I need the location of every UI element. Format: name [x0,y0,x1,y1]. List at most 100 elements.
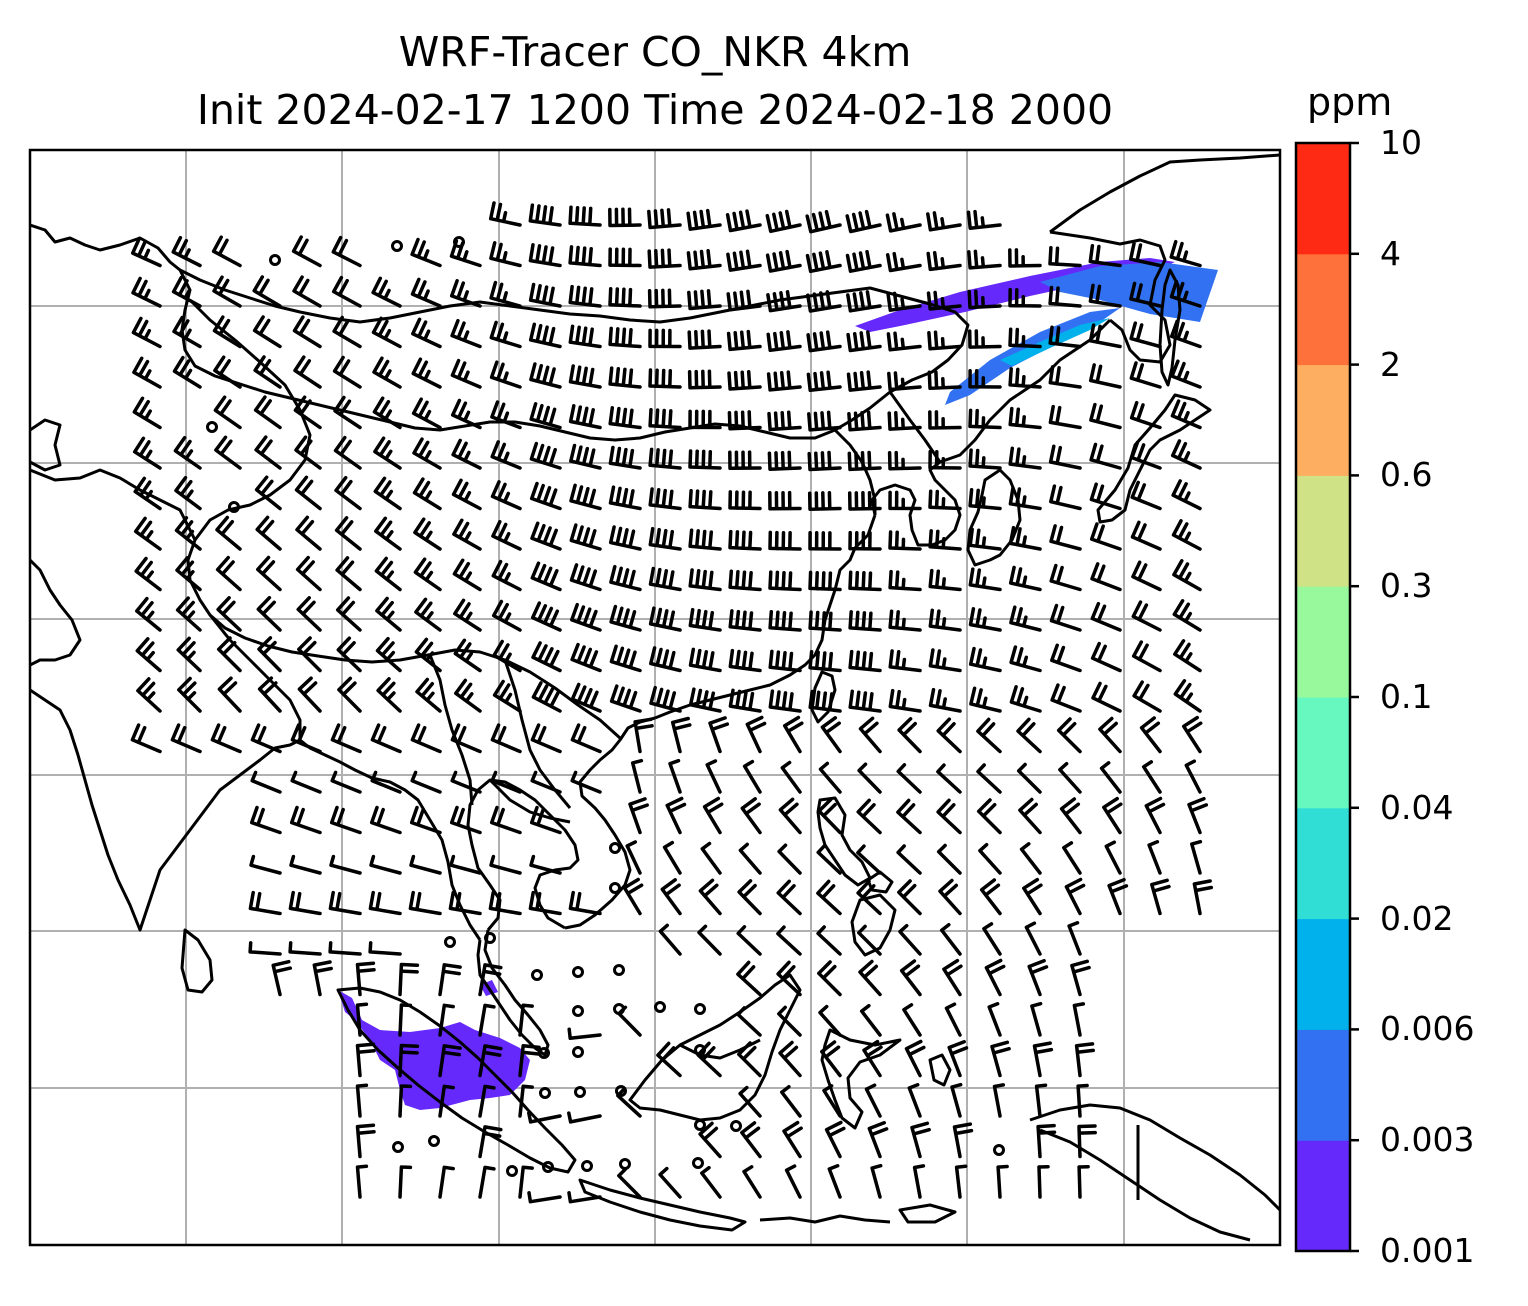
wind-barb [928,608,962,632]
wind-barb [1090,601,1122,632]
wind-barb [409,805,442,835]
wind-barb [1169,319,1202,349]
wind-barb [1048,365,1082,389]
wind-barb [846,290,882,313]
wind-barb [1131,560,1162,592]
wind-barb [776,879,802,916]
wind-barb [1128,241,1162,268]
wind-barb [1050,683,1082,713]
wind-barb [647,248,682,269]
wind-barb [939,922,962,956]
colorbar-segment [1296,918,1350,1030]
wind-barb [329,854,362,875]
wind-barb [570,770,602,794]
wind-barb [450,723,482,754]
wind-barb [333,395,362,430]
calm-wind-circle [692,1157,704,1169]
wind-barb [907,1083,922,1118]
coastline-borneo [628,973,802,1122]
calm-wind-circle [484,932,496,944]
wind-barb [217,676,242,713]
wind-barb [990,1040,1011,1078]
wind-barb [330,770,362,794]
wind-barb [136,677,162,713]
wind-barb [847,490,882,511]
wind-barb [295,555,322,592]
colorbar-tick-label: 0.003 [1380,1120,1475,1160]
wind-barb [478,1125,503,1159]
colorbar-tick-label: 0.02 [1380,898,1454,938]
wind-barb [531,641,562,673]
wind-barb [1129,281,1162,308]
wind-barb [688,528,722,551]
wind-barb [1171,519,1202,551]
wind-barb [738,842,762,875]
wind-barb [688,449,722,470]
wind-barb [858,716,882,754]
wind-barb [926,290,962,311]
wind-barb [1099,761,1122,794]
wind-barb [967,249,1002,270]
wind-barb [335,556,362,592]
wind-barb [369,805,402,835]
calm-wind-circle [453,236,465,248]
wind-barb [1181,715,1203,754]
wind-barb [700,1165,722,1199]
wind-barb [738,1085,762,1118]
wind-barb [371,276,402,308]
colorbar-tick-label: 0.3 [1380,566,1433,606]
wind-barb [568,284,602,308]
wind-barb [886,291,922,312]
wind-barb [413,557,442,592]
wind-barb [518,1003,534,1037]
wind-barb [489,241,522,268]
wind-barb [333,435,362,470]
wind-barb [1129,400,1162,430]
wind-barb [331,275,362,308]
calm-wind-circle [619,1158,631,1170]
wind-barb [1131,640,1162,673]
calm-wind-circle [615,1085,627,1097]
wind-barb [490,440,522,470]
wind-barb [530,521,562,551]
wind-barb [372,396,402,430]
wind-barb [886,331,922,352]
wind-barb [409,854,442,875]
wind-barb [1059,797,1082,835]
coastline-china-east [654,514,877,720]
wind-barb [816,844,842,875]
wind-barb [398,1043,420,1078]
wind-barb [887,371,922,392]
wind-barb [1131,600,1162,632]
wind-barb [927,330,962,351]
wind-barb [518,1043,541,1078]
wind-barb [728,450,762,471]
wind-barb [768,490,802,511]
wind-barb [727,410,762,431]
wind-barb [415,677,442,713]
wind-barb [857,762,882,794]
wind-barb [1009,645,1042,673]
wind-barb [438,1003,455,1037]
colorbar-segment [1296,143,1350,255]
wind-barb [398,1084,413,1118]
calm-wind-circle [531,969,543,981]
wind-barb [648,487,682,511]
wind-barb [885,251,922,273]
wind-barb [1070,959,1091,997]
wind-barb [968,527,1002,551]
wind-barb [492,679,522,713]
wind-barb [658,923,682,956]
wind-barb [768,649,802,673]
wind-barb [452,518,482,551]
wind-barb [1022,877,1043,916]
wind-barb [888,569,922,592]
wind-barb [648,407,682,430]
wind-barb [633,717,654,754]
wind-barb [846,370,882,392]
wind-barb [904,1039,926,1078]
wind-barb [131,316,162,349]
wind-barb [375,596,402,632]
wind-barb [630,758,644,794]
calm-wind-circle [613,964,625,976]
